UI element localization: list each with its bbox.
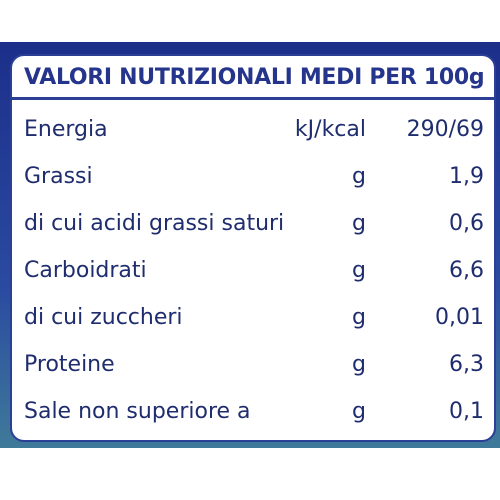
nutrient-value: 0,6 bbox=[449, 211, 484, 236]
table-row: Proteine g 6,3 bbox=[12, 341, 494, 388]
nutrient-name: Grassi bbox=[24, 164, 93, 189]
nutrient-unit: g bbox=[352, 399, 366, 424]
nutrient-name: di cui acidi grassi saturi bbox=[24, 211, 285, 236]
nutrient-value: 0,01 bbox=[435, 305, 484, 330]
nutrient-unit: g bbox=[352, 258, 366, 283]
nutrient-unit: g bbox=[352, 305, 366, 330]
table-row: Energia kJ/kcal 290/69 bbox=[12, 106, 494, 153]
table-row: di cui zuccheri g 0,01 bbox=[12, 294, 494, 341]
table-title: VALORI NUTRIZIONALI MEDI PER 100g bbox=[12, 56, 494, 100]
nutrient-name: Energia bbox=[24, 117, 108, 142]
table-row: Grassi g 1,9 bbox=[12, 153, 494, 200]
nutrient-name: Proteine bbox=[24, 352, 115, 377]
nutrient-value: 0,1 bbox=[449, 399, 484, 424]
nutrient-unit: kJ/kcal bbox=[294, 117, 366, 142]
table-row: Sale non superiore a g 0,1 bbox=[12, 388, 494, 435]
nutrient-value: 6,6 bbox=[449, 258, 484, 283]
nutrient-name: di cui zuccheri bbox=[24, 305, 183, 330]
nutrient-unit: g bbox=[352, 211, 366, 236]
nutrient-name: Carboidrati bbox=[24, 258, 147, 283]
nutrient-name: Sale non superiore a bbox=[24, 399, 251, 424]
nutrient-value: 1,9 bbox=[449, 164, 484, 189]
table-row: di cui acidi grassi saturi g 0,6 bbox=[12, 200, 494, 247]
nutrient-unit: g bbox=[352, 164, 366, 189]
nutrient-value: 6,3 bbox=[449, 352, 484, 377]
table-row: Carboidrati g 6,6 bbox=[12, 247, 494, 294]
nutrient-value: 290/69 bbox=[406, 117, 484, 142]
nutrition-panel: VALORI NUTRIZIONALI MEDI PER 100g Energi… bbox=[10, 54, 496, 442]
nutrient-unit: g bbox=[352, 352, 366, 377]
